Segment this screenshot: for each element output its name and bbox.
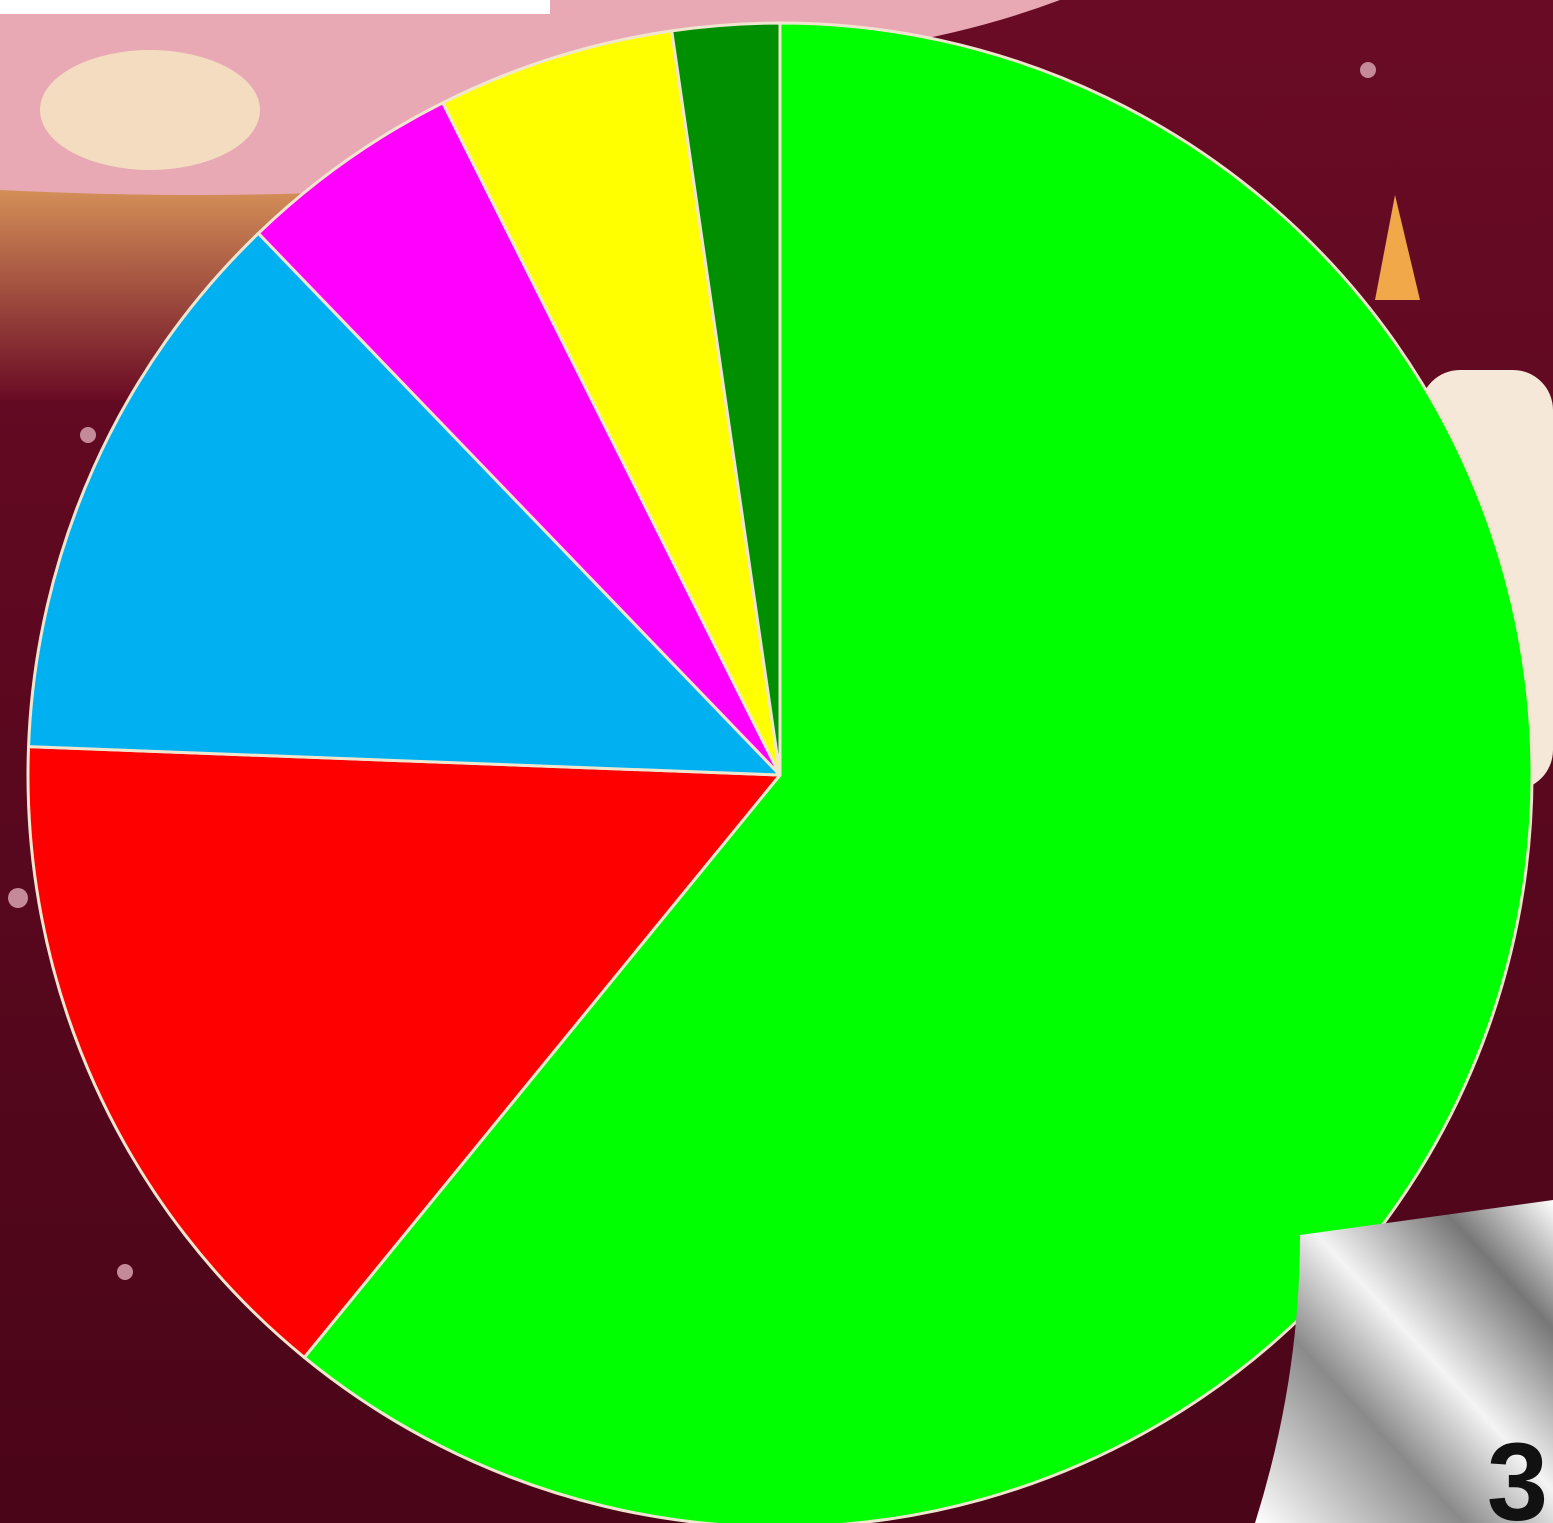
decor-petal (40, 50, 260, 170)
pie-slice (27, 231, 782, 777)
decor-flame (1375, 195, 1420, 300)
pie (26, 21, 1534, 1523)
page-number: 3 (1487, 1421, 1548, 1523)
pie-slice (256, 101, 782, 777)
decor-dot (80, 427, 96, 443)
decor-strip (0, 0, 550, 14)
page-curl (1255, 1200, 1553, 1523)
decor-dot (1360, 62, 1376, 78)
decor-dot (8, 888, 28, 908)
pie-slice (441, 29, 782, 777)
pie-slice (670, 21, 782, 777)
decor-dot (117, 1264, 133, 1280)
pie-slice (302, 21, 1534, 1523)
pie-slice (26, 745, 782, 1359)
